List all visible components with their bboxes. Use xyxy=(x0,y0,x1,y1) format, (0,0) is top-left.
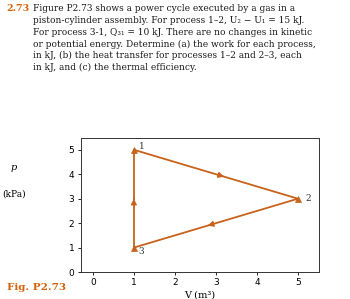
Text: 3: 3 xyxy=(139,247,145,256)
X-axis label: V (m³): V (m³) xyxy=(184,290,215,299)
Text: Figure P2.73 shows a power cycle executed by a gas in a
piston-cylinder assembly: Figure P2.73 shows a power cycle execute… xyxy=(33,4,316,72)
Text: 2.73: 2.73 xyxy=(6,4,29,13)
Text: 1: 1 xyxy=(139,142,145,151)
Text: p: p xyxy=(11,163,17,172)
Text: 2: 2 xyxy=(305,194,311,203)
Text: (kPa): (kPa) xyxy=(2,190,26,199)
Text: Fig. P2.73: Fig. P2.73 xyxy=(7,283,66,292)
